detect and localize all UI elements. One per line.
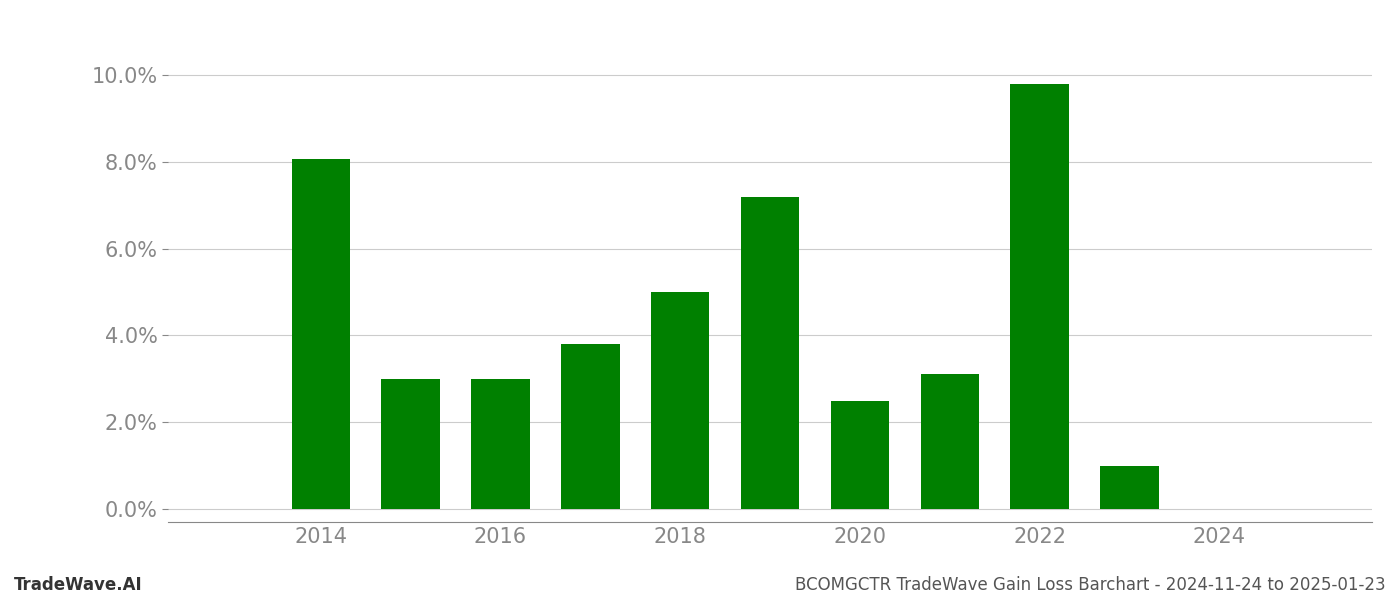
Bar xyxy=(561,344,620,509)
Bar xyxy=(1100,466,1159,509)
Bar xyxy=(1011,84,1068,509)
Bar xyxy=(830,401,889,509)
Bar xyxy=(291,159,350,509)
Bar xyxy=(651,292,710,509)
Text: BCOMGCTR TradeWave Gain Loss Barchart - 2024-11-24 to 2025-01-23: BCOMGCTR TradeWave Gain Loss Barchart - … xyxy=(795,576,1386,594)
Bar xyxy=(381,379,440,509)
Bar xyxy=(921,374,979,509)
Bar xyxy=(472,379,529,509)
Text: TradeWave.AI: TradeWave.AI xyxy=(14,576,143,594)
Bar xyxy=(741,197,799,509)
